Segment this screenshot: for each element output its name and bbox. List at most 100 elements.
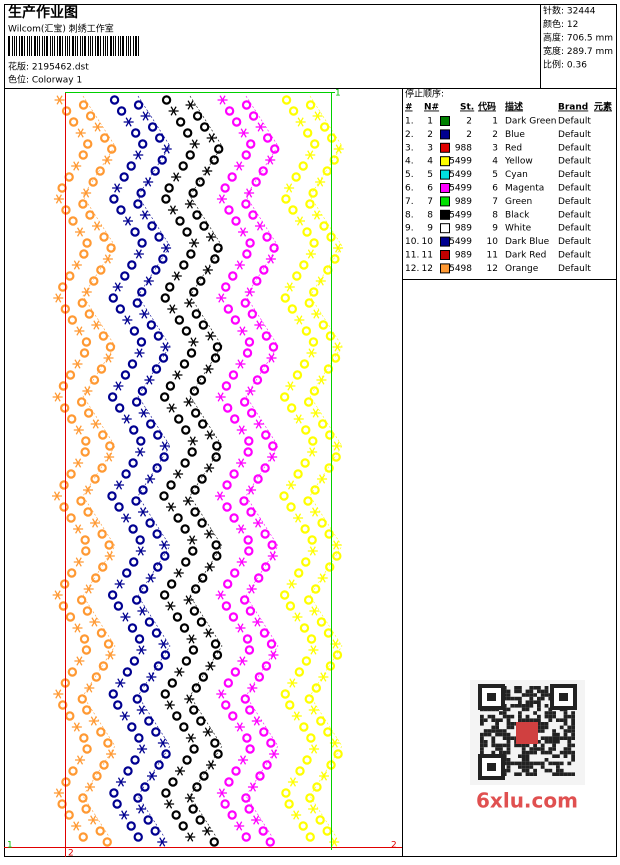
flower-motif [122,568,132,578]
star-motif [315,276,326,286]
flower-motif [229,469,239,479]
cell: 7 [427,197,433,207]
flower-motif [107,491,117,501]
cell: Green [505,197,532,207]
flower-motif [159,452,169,462]
qr-cell [540,696,545,701]
cell: 5498 [449,264,472,274]
star-motif [159,441,170,451]
flower-motif [58,700,68,710]
cell: 9 [492,224,498,234]
star-motif [113,381,124,391]
flower-motif [137,386,148,396]
swatch [440,183,450,193]
cell: 1 [492,117,498,127]
star-motif [245,386,256,396]
star-motif [183,397,194,407]
flower-motif [243,447,253,457]
qr-cell [480,722,484,726]
star-motif [319,771,329,781]
qr-cell [518,686,522,690]
flower-motif [151,727,161,737]
flower-motif [305,199,315,209]
star-motif [185,100,196,110]
qr-cell [525,743,530,748]
flower-motif [151,265,161,275]
qr-cell [506,758,511,762]
star-motif [307,447,318,457]
qr-cell [544,736,549,740]
qr-cell [510,722,515,726]
qr-cell [510,736,515,740]
qr-cell [499,750,503,755]
qr-cell [518,754,522,758]
qr-cell [529,693,534,697]
cell: 6. [405,184,414,194]
flower-motif [82,606,93,616]
flower-motif [248,111,259,121]
flower-motif [241,199,251,209]
flower-motif [197,518,207,528]
qr-cell [506,689,511,694]
flower-motif [259,364,270,374]
flower-motif [97,463,107,473]
flower-motif [79,348,90,358]
flower-motif [96,364,107,374]
star-motif [52,392,63,402]
flower-motif [221,700,231,710]
qr-cell [537,718,541,722]
flower-motif [174,414,184,424]
star-motif [90,518,101,528]
flower-motif [133,793,143,803]
flower-motif [323,628,334,638]
flower-motif [302,755,312,765]
flower-motif [332,551,342,561]
flower-motif [160,689,170,699]
cell: 10. [405,237,419,247]
cell: 988 [455,143,472,153]
flower-motif [227,810,237,820]
qr-cell [567,714,572,719]
flower-motif [315,815,325,825]
star-motif [139,309,150,319]
flower-motif [145,518,155,528]
star-motif [251,716,262,726]
star-motif [205,661,216,671]
flower-motif [76,496,86,506]
bar [29,36,30,56]
cell: 5. [405,170,414,180]
flower-motif [181,326,192,336]
flower-motif [96,727,106,737]
qr-cell [480,714,484,719]
cell: Default [558,264,591,274]
star-motif [269,749,280,759]
star-motif [294,315,305,325]
flower-motif [210,738,220,748]
flower-motif [182,755,192,765]
flower-motif [189,606,200,616]
colorway: 色位: Colorway 1 [8,74,82,86]
info-line: 宽度: 289.7 mm [543,45,613,57]
flower-motif [104,540,114,550]
qr-cell [491,740,496,744]
qr-cell [540,722,545,726]
qr-cell [529,747,534,751]
flower-motif [195,177,205,187]
flower-motif [180,458,190,468]
qr-cell [552,714,556,719]
flower-motif [295,766,305,776]
flower-motif [245,238,255,248]
qr-cell [533,761,537,766]
qr-cell [537,686,541,690]
flower-motif [286,502,296,512]
star-motif [145,573,156,583]
flower-motif [310,584,321,594]
flower-motif [245,705,255,715]
flower-motif [130,128,141,138]
flower-motif [306,733,316,743]
qr-cell [540,725,545,730]
flower-motif [161,749,171,759]
star-motif [119,810,130,820]
star-motif [81,188,92,198]
star-motif [120,612,131,622]
